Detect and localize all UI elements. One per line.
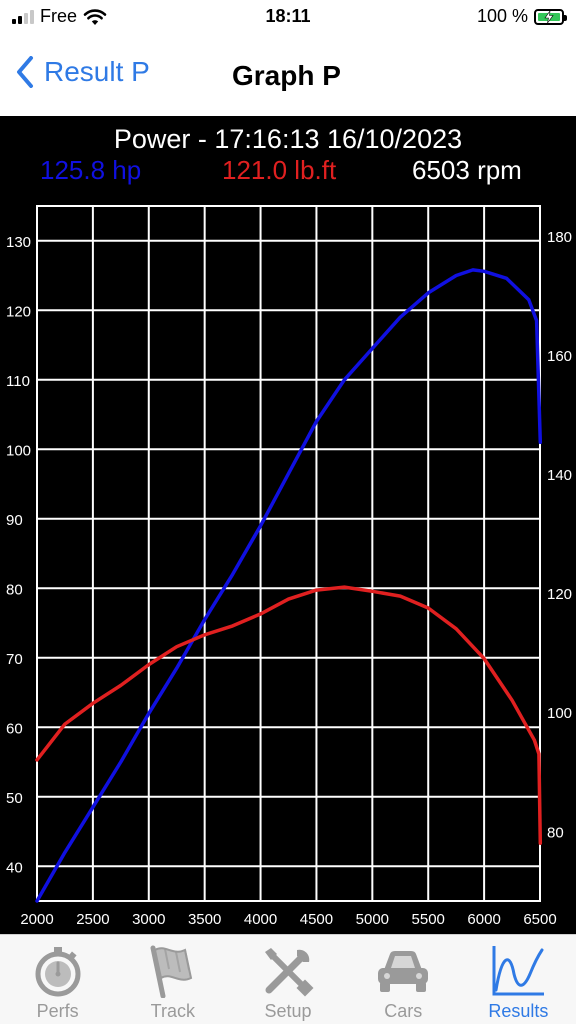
torque-readout: 121.0 lb.ft	[222, 155, 337, 185]
back-button[interactable]: Result P	[16, 56, 150, 88]
battery-charging-icon	[534, 8, 567, 25]
page-title: Graph P	[232, 60, 341, 91]
flag-icon	[143, 943, 203, 999]
graph-area: Power - 17:16:13 16/10/2023 125.8 hp 121…	[0, 116, 576, 934]
x-tick-label: 2500	[76, 911, 109, 928]
chart-title: Power - 17:16:13 16/10/2023	[114, 124, 462, 154]
y-left-tick-label: 120	[6, 303, 31, 320]
status-time: 18:11	[265, 6, 311, 26]
status-bar: Free 18:11 100 %	[0, 0, 576, 34]
y-left-tick-label: 50	[6, 790, 23, 807]
y-right-tick-label: 160	[547, 348, 572, 365]
tab-cars[interactable]: Cars	[346, 935, 461, 1024]
car-icon	[373, 943, 433, 999]
y-right-tick-label: 140	[547, 467, 572, 484]
power-readout: 125.8 hp	[40, 155, 141, 185]
wifi-icon	[83, 8, 107, 25]
y-left-tick-label: 80	[6, 581, 23, 598]
y-right-tick-label: 120	[547, 586, 572, 603]
y-left-tick-label: 100	[6, 442, 31, 459]
y-left-tick-label: 70	[6, 651, 23, 668]
battery-percentage: 100 %	[476, 6, 528, 26]
y-left-tick-label: 90	[6, 512, 23, 529]
power-torque-chart: Power - 17:16:13 16/10/2023 125.8 hp 121…	[6, 124, 572, 928]
x-tick-label: 6000	[467, 911, 500, 928]
x-tick-label: 5500	[412, 911, 445, 928]
x-tick-label: 5000	[356, 911, 389, 928]
tab-track[interactable]: Track	[115, 935, 230, 1024]
y-left-tick-label: 110	[6, 373, 30, 390]
rpm-readout: 6503 rpm	[412, 155, 522, 185]
back-button-label: Result P	[44, 56, 150, 87]
x-tick-label: 3500	[188, 911, 221, 928]
status-left: Free	[12, 6, 107, 27]
navigation-bar: Result P Graph P	[0, 34, 576, 116]
tab-perfs[interactable]: Perfs	[0, 935, 115, 1024]
y-right-tick-label: 100	[547, 705, 572, 722]
torque-series-line	[35, 585, 543, 845]
tab-bar: Perfs Track Setup	[0, 934, 576, 1024]
chevron-left-icon	[17, 56, 33, 88]
tab-setup[interactable]: Setup	[230, 935, 345, 1024]
tab-label: Setup	[264, 1001, 312, 1021]
x-tick-label: 6500	[523, 911, 556, 928]
carrier-name: Free	[40, 6, 78, 26]
y-right-tick-label: 80	[547, 824, 564, 841]
tab-label: Track	[150, 1001, 195, 1021]
tools-icon	[258, 943, 318, 999]
x-tick-label: 4000	[244, 911, 277, 928]
power-series-line	[35, 268, 543, 903]
tab-results[interactable]: Results	[461, 935, 576, 1024]
y-left-tick-label: 40	[6, 859, 23, 876]
y-left-tick-label: 60	[6, 720, 23, 737]
tab-label: Cars	[384, 1001, 423, 1021]
tab-label: Perfs	[36, 1001, 79, 1021]
y-right-tick-label: 180	[547, 229, 572, 246]
tab-label: Results	[488, 1001, 549, 1021]
signal-icon	[12, 9, 34, 24]
graph-icon	[488, 943, 548, 999]
y-left-tick-label: 130	[6, 234, 31, 251]
x-tick-label: 4500	[300, 911, 333, 928]
x-tick-label: 2000	[20, 911, 53, 928]
x-tick-label: 3000	[132, 911, 165, 928]
stopwatch-icon	[28, 943, 88, 999]
status-right: 100 %	[476, 6, 567, 27]
